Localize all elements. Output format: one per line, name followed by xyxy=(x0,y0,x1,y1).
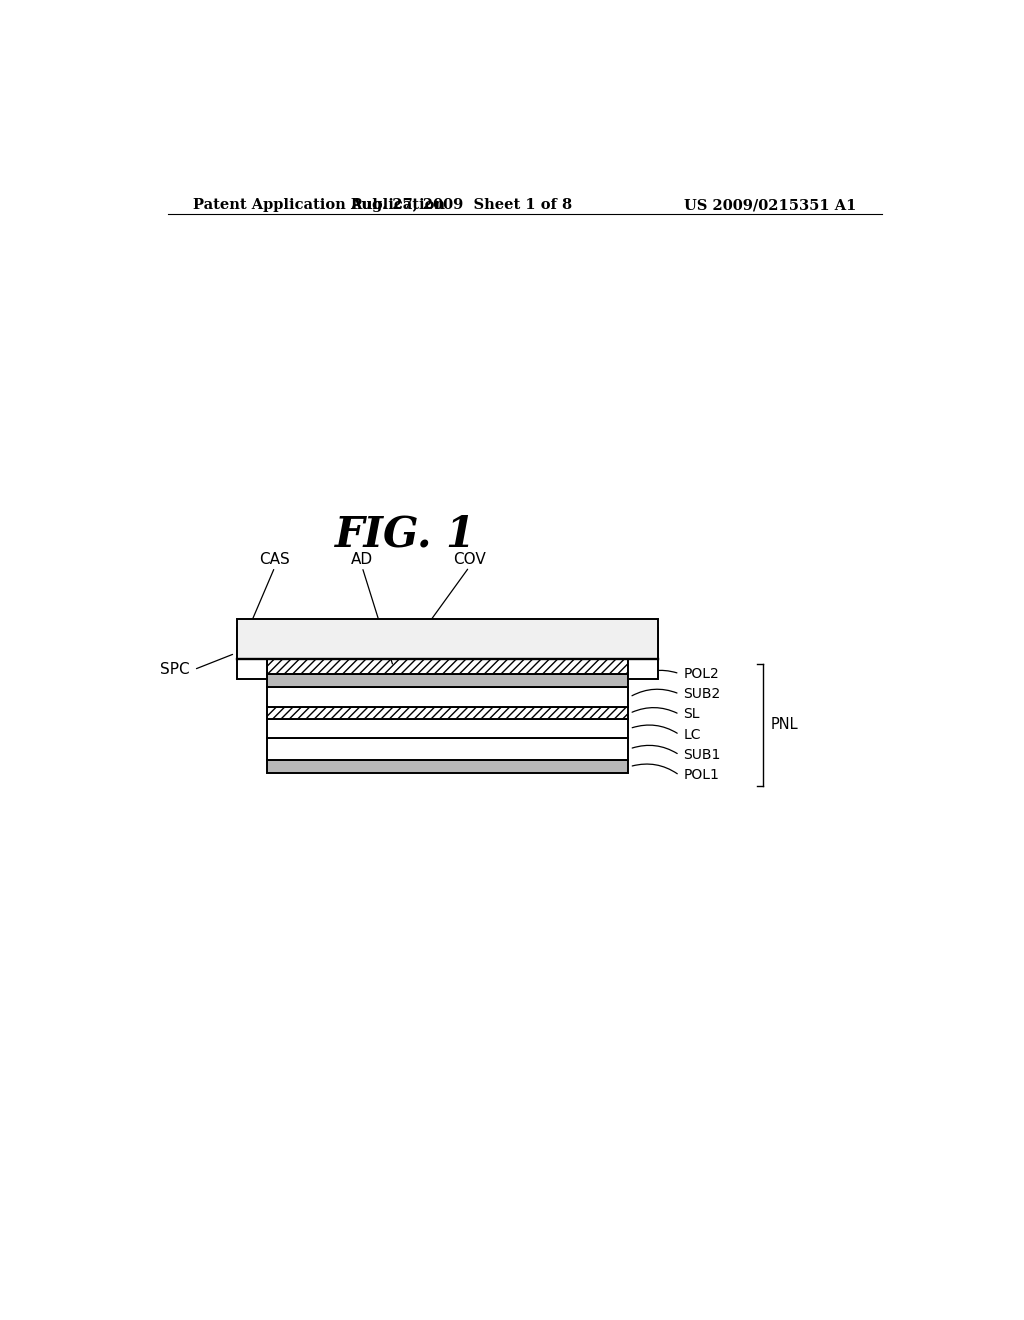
Text: POL2: POL2 xyxy=(684,667,719,681)
Text: Aug. 27, 2009  Sheet 1 of 8: Aug. 27, 2009 Sheet 1 of 8 xyxy=(350,198,572,213)
Bar xyxy=(267,708,628,719)
Text: US 2009/0215351 A1: US 2009/0215351 A1 xyxy=(684,198,856,213)
Text: LC: LC xyxy=(684,727,701,742)
Bar xyxy=(237,628,267,678)
Text: SL: SL xyxy=(684,708,700,721)
Text: POL1: POL1 xyxy=(684,768,720,783)
Bar xyxy=(237,619,658,660)
Text: AD: AD xyxy=(351,552,373,568)
Bar xyxy=(628,628,658,678)
Bar xyxy=(267,686,628,708)
Text: FIG. 1: FIG. 1 xyxy=(335,513,476,556)
Bar xyxy=(267,719,628,738)
Bar xyxy=(267,760,628,774)
Text: Patent Application Publication: Patent Application Publication xyxy=(194,198,445,213)
Text: SUB1: SUB1 xyxy=(684,748,721,762)
Text: SUB2: SUB2 xyxy=(684,686,721,701)
Bar xyxy=(267,660,628,673)
Text: CAS: CAS xyxy=(259,552,290,568)
Text: SPC: SPC xyxy=(161,663,189,677)
Text: COV: COV xyxy=(453,552,485,568)
Bar xyxy=(267,738,628,760)
Text: PNL: PNL xyxy=(771,717,799,733)
Bar xyxy=(267,673,628,686)
